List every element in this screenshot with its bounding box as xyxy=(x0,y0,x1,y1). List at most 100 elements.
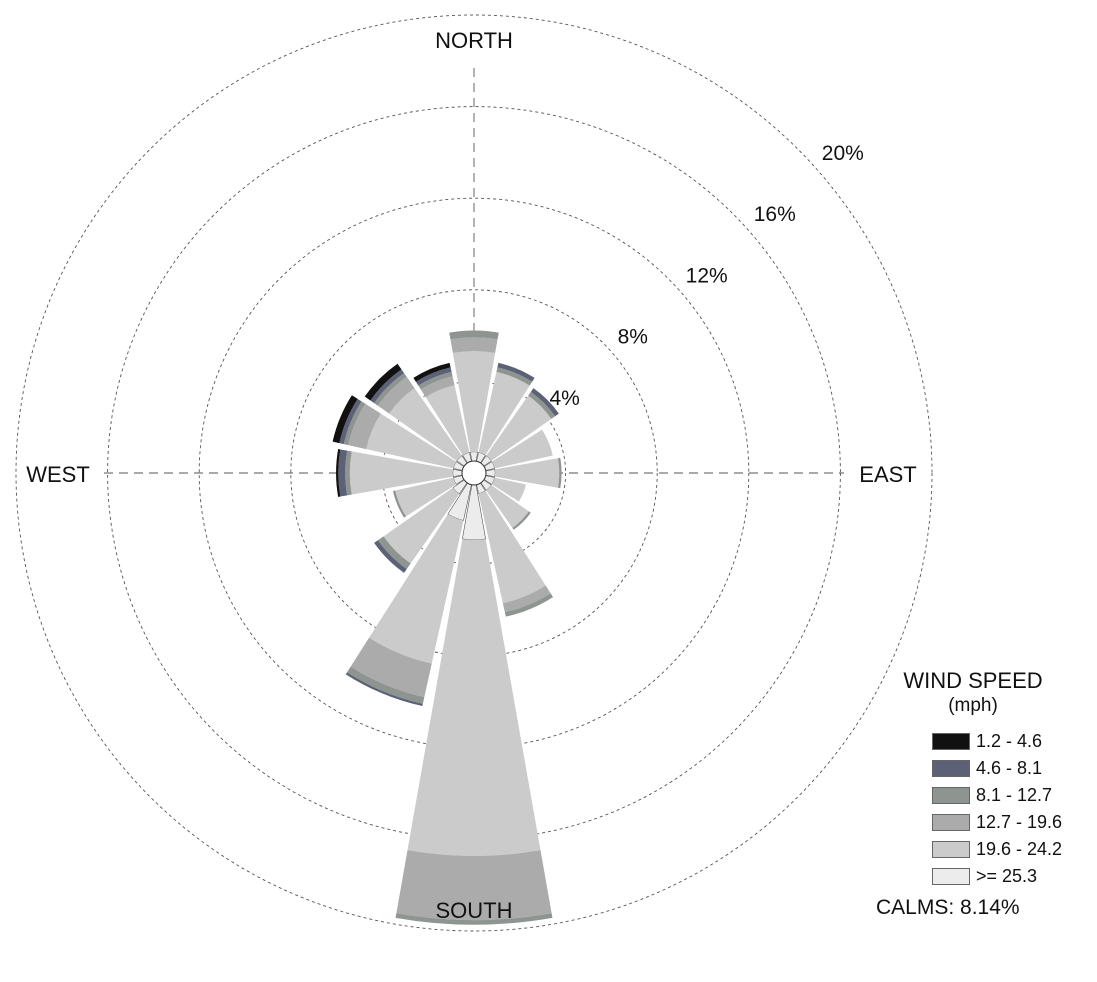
petal-E xyxy=(485,457,562,489)
petal-SE xyxy=(480,479,531,530)
segment-W-19.6 - 24.2 xyxy=(349,451,454,495)
legend-label: >= 25.3 xyxy=(976,866,1038,886)
segment-NE-4.6 - 8.1 xyxy=(530,388,559,417)
legend-item: 4.6 - 8.1 xyxy=(932,755,1090,782)
north-label: NORTH xyxy=(435,28,513,53)
segment-N-12.7 - 19.6 xyxy=(450,337,498,353)
segment-SE-8.1 - 12.7 xyxy=(512,511,531,530)
segment-W-1.2 - 4.6 xyxy=(336,449,341,497)
petal-N xyxy=(449,330,499,462)
legend-swatch xyxy=(932,760,970,777)
segment-SW-4.6 - 8.1 xyxy=(374,540,407,573)
petal-SSW xyxy=(345,482,472,707)
legend-items: 1.2 - 4.6 4.6 - 8.1 8.1 - 12.7 12.7 - 19.6 1… xyxy=(872,728,1090,890)
segment-N-8.1 - 12.7 xyxy=(449,330,499,340)
segment-WNW-1.2 - 4.6 xyxy=(332,395,358,444)
south-label: SOUTH xyxy=(436,898,513,923)
ring-label-1: 8% xyxy=(618,326,648,349)
east-label: EAST xyxy=(859,462,916,487)
segment-NNW-1.2 - 4.6 xyxy=(413,362,451,382)
calms-label: CALMS: 8.14% xyxy=(876,896,1020,919)
legend-label: 19.6 - 24.2 xyxy=(976,839,1063,859)
segment-E-19.6 - 24.2 xyxy=(494,458,560,488)
segment-SSW-19.6 - 24.2 xyxy=(369,514,464,664)
petal-WSW xyxy=(392,475,465,518)
ring-12% xyxy=(198,197,750,749)
petal-NNW xyxy=(413,362,472,464)
segment-NW-12.7 - 19.6 xyxy=(377,376,415,414)
legend-label: 4.6 - 8.1 xyxy=(976,758,1043,778)
segment-NE-8.1 - 12.7 xyxy=(528,391,556,419)
segment-S-8.1 - 12.7 xyxy=(395,913,553,925)
segment-NNW-4.6 - 8.1 xyxy=(415,367,452,386)
legend-item: 8.1 - 12.7 xyxy=(932,782,1090,809)
segment-NNW-8.1 - 12.7 xyxy=(418,371,453,390)
segment-SW-19.6 - 24.2 xyxy=(383,487,460,564)
legend-title: WIND SPEED xyxy=(903,668,1043,693)
segment-W-8.1 - 12.7 xyxy=(345,450,352,496)
ring-20% xyxy=(15,14,933,932)
legend-item: >= 25.3 xyxy=(932,863,1090,890)
segment-NNW-12.7 - 19.6 xyxy=(420,376,455,398)
legend-swatch xyxy=(932,841,970,858)
segment-W-4.6 - 8.1 xyxy=(338,449,348,497)
segment-NNE-4.6 - 8.1 xyxy=(497,362,535,382)
segment-E->= 25.3 xyxy=(485,468,496,478)
segment-NNW-19.6 - 24.2 xyxy=(425,385,470,456)
ring-label-3: 16% xyxy=(754,203,796,226)
ring-label-4: 20% xyxy=(822,142,864,165)
segment-WNW-19.6 - 24.2 xyxy=(366,413,457,469)
segment-WSW-8.1 - 12.7 xyxy=(392,490,406,518)
segment-E-8.1 - 12.7 xyxy=(557,457,562,489)
segment-NNE-19.6 - 24.2 xyxy=(478,371,530,456)
segment-NW-19.6 - 24.2 xyxy=(389,388,462,461)
segment-NE-19.6 - 24.2 xyxy=(486,395,552,461)
segment-SSW-8.1 - 12.7 xyxy=(346,666,425,704)
ring-8% xyxy=(290,289,658,657)
petal-SW xyxy=(374,479,468,573)
legend-swatch xyxy=(932,733,970,750)
segment-SSW-4.6 - 8.1 xyxy=(345,672,423,707)
segment-WSW-19.6 - 24.2 xyxy=(395,477,457,517)
segment-W->= 25.3 xyxy=(452,468,463,478)
ring-labels: 4% 8% 12% 16% 20% xyxy=(550,142,864,410)
center-circle xyxy=(461,460,487,486)
legend-item: 1.2 - 4.6 xyxy=(932,728,1090,755)
segment-SSE-12.7 - 19.6 xyxy=(502,585,551,613)
wind-petals xyxy=(332,330,562,925)
petal-ESE xyxy=(483,475,526,502)
segment-ENE-19.6 - 24.2 xyxy=(491,429,553,469)
segment-S-19.6 - 24.2 xyxy=(407,538,541,856)
segment-SSW-12.7 - 19.6 xyxy=(350,637,432,698)
segment-SE-19.6 - 24.2 xyxy=(486,485,529,528)
segment-SSE-8.1 - 12.7 xyxy=(504,593,554,617)
petal-W xyxy=(336,449,463,497)
west-label: WEST xyxy=(26,462,90,487)
segment-WNW-12.7 - 19.6 xyxy=(348,403,381,450)
legend-unit: (mph) xyxy=(948,695,998,716)
legend-swatch xyxy=(932,868,970,885)
segment-NNE-8.1 - 12.7 xyxy=(496,367,533,386)
legend-label: 12.7 - 19.6 xyxy=(976,812,1063,832)
legend-item: 19.6 - 24.2 xyxy=(932,836,1090,863)
legend-label: 8.1 - 12.7 xyxy=(976,785,1053,805)
calm-center xyxy=(461,460,487,486)
segment-WNW-4.6 - 8.1 xyxy=(339,398,362,445)
legend-label: 1.2 - 4.6 xyxy=(976,731,1043,751)
segment-SSE-19.6 - 24.2 xyxy=(478,490,546,604)
ring-label-0: 4% xyxy=(550,387,580,410)
ring-4% xyxy=(381,380,567,566)
segment-WNW-8.1 - 12.7 xyxy=(343,401,366,446)
legend-swatch xyxy=(932,814,970,831)
segment-NW-4.6 - 8.1 xyxy=(370,369,405,404)
ring-label-2: 12% xyxy=(686,264,728,287)
legend-item: 12.7 - 19.6 xyxy=(932,809,1090,836)
segment-N->= 25.3 xyxy=(469,451,479,462)
segment-N-19.6 - 24.2 xyxy=(452,351,496,453)
petal-WNW xyxy=(332,395,465,471)
petal-NW xyxy=(364,363,468,467)
segment-NW-8.1 - 12.7 xyxy=(374,373,407,406)
segment-NW-1.2 - 4.6 xyxy=(364,363,402,401)
legend-swatch xyxy=(932,787,970,804)
